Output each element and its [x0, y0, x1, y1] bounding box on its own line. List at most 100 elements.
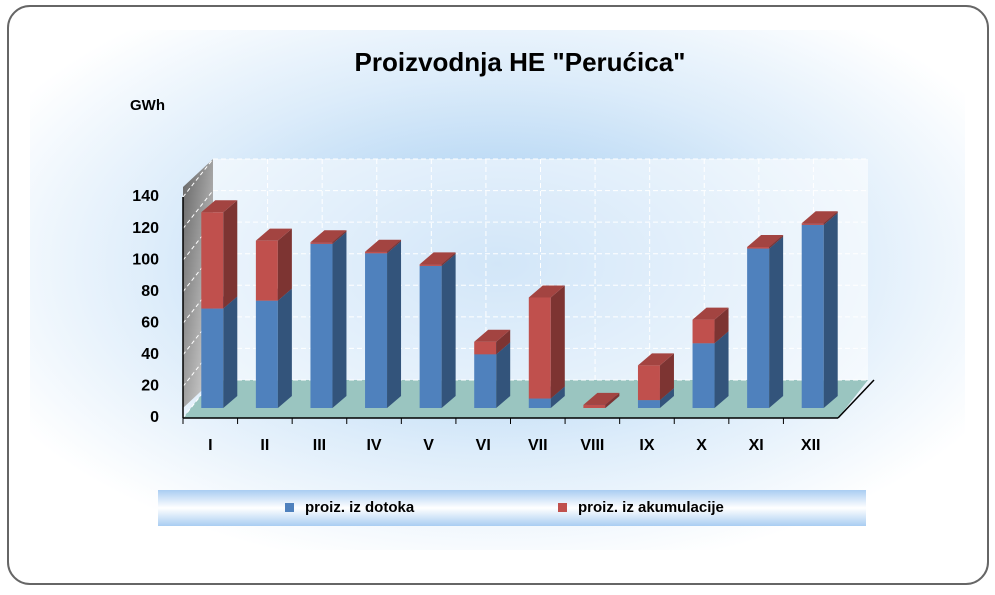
- bar-front: [201, 308, 224, 408]
- y-tick-label: 0: [150, 409, 159, 426]
- bar-top: [528, 285, 565, 298]
- bar-front: [419, 265, 442, 408]
- legend-label: proiz. iz dotoka: [305, 499, 415, 516]
- legend-label: proiz. iz akumulacije: [578, 499, 724, 516]
- grid-line: [182, 379, 214, 419]
- bar-side: [714, 307, 729, 344]
- chart-title: Proizvodnja HE "Perućica": [355, 47, 686, 77]
- grid-line: [182, 158, 214, 198]
- bar-segment: [419, 252, 456, 266]
- bar-segment: [637, 353, 674, 401]
- bar-side: [223, 296, 238, 408]
- bar-side: [387, 241, 402, 408]
- bar-front: [637, 365, 660, 401]
- bar-segment: [747, 236, 784, 408]
- bar-segment: [255, 228, 292, 301]
- bar-side: [496, 329, 511, 355]
- x-tick-label: VIII: [580, 437, 604, 454]
- y-tick-label: 140: [132, 188, 159, 205]
- bar-segment: [692, 331, 729, 408]
- bar-front: [747, 248, 770, 408]
- x-tick-label: III: [313, 437, 326, 454]
- bar-front: [637, 400, 660, 408]
- bar-side: [823, 211, 838, 225]
- grid-line: [182, 190, 214, 229]
- bar-front: [201, 212, 224, 309]
- bar-segment: [474, 329, 511, 355]
- bar-top: [747, 234, 784, 247]
- bar-segment: [692, 307, 729, 344]
- y-tick-label: 60: [141, 315, 159, 332]
- bar-front: [528, 297, 551, 399]
- legend-swatch: [558, 503, 567, 512]
- bar-top: [474, 329, 511, 342]
- bar-top: [310, 230, 347, 243]
- bar-top: [801, 211, 838, 224]
- bar-side: [659, 353, 674, 401]
- bar-side: [714, 331, 729, 408]
- bar-side: [769, 236, 784, 408]
- bar-top: [365, 239, 402, 252]
- x-tick-label: II: [260, 437, 269, 454]
- bar-front: [365, 251, 388, 254]
- y-tick-label: 100: [132, 251, 159, 268]
- bar-side: [387, 239, 402, 254]
- grid-line: [182, 316, 214, 356]
- bar-top: [583, 392, 620, 405]
- bar-side: [659, 388, 674, 408]
- bar-side: [277, 288, 292, 408]
- bar-segment: [583, 392, 620, 408]
- y-tick-label: 120: [132, 220, 159, 237]
- bar-front: [801, 224, 824, 408]
- bar-front: [310, 243, 333, 408]
- y-tick-label: 80: [141, 283, 159, 300]
- bar-segment: [801, 212, 838, 408]
- bar-side: [550, 285, 565, 399]
- bar-side: [605, 392, 620, 408]
- y-tick-label: 20: [141, 378, 159, 395]
- x-tick-label: IX: [639, 437, 654, 454]
- x-tick-label: XII: [801, 437, 821, 454]
- bar-segment: [801, 211, 838, 225]
- bar-side: [223, 200, 238, 309]
- bar-segment: [201, 296, 238, 408]
- bar-side: [441, 253, 456, 408]
- bar-front: [692, 343, 715, 408]
- x-tick-label: X: [696, 437, 707, 454]
- bar-top: [255, 228, 292, 241]
- bar-segment: [365, 239, 402, 254]
- bar-front: [692, 319, 715, 344]
- bar-front: [419, 264, 442, 266]
- bar-front: [747, 246, 770, 249]
- legend: [158, 490, 866, 526]
- bar-segment: [310, 230, 347, 244]
- bar-front: [583, 404, 606, 408]
- bar-front: [255, 240, 278, 301]
- bar-front: [474, 341, 497, 355]
- legend-swatch: [285, 503, 294, 512]
- bar-side: [332, 230, 347, 244]
- bar-side: [550, 386, 565, 408]
- bar-side: [823, 212, 838, 408]
- bar-top: [692, 307, 729, 320]
- y-axis-label: GWh: [130, 97, 165, 114]
- x-tick-label: XI: [749, 437, 764, 454]
- bar-top: [637, 353, 674, 366]
- bar-segment: [201, 200, 238, 309]
- bar-front: [474, 354, 497, 408]
- bar-segment: [747, 234, 784, 249]
- bar-front: [528, 398, 551, 408]
- bar-top: [419, 252, 456, 265]
- bar-segment: [528, 285, 565, 399]
- bar-front: [365, 253, 388, 408]
- bar-segment: [255, 288, 292, 408]
- x-tick-label: VI: [476, 437, 491, 454]
- bar-segment: [310, 231, 347, 408]
- bar-side: [496, 342, 511, 408]
- grid-line: [182, 348, 214, 387]
- bar-front: [801, 223, 824, 225]
- bar-front: [310, 242, 333, 244]
- floor-edge: [837, 379, 875, 419]
